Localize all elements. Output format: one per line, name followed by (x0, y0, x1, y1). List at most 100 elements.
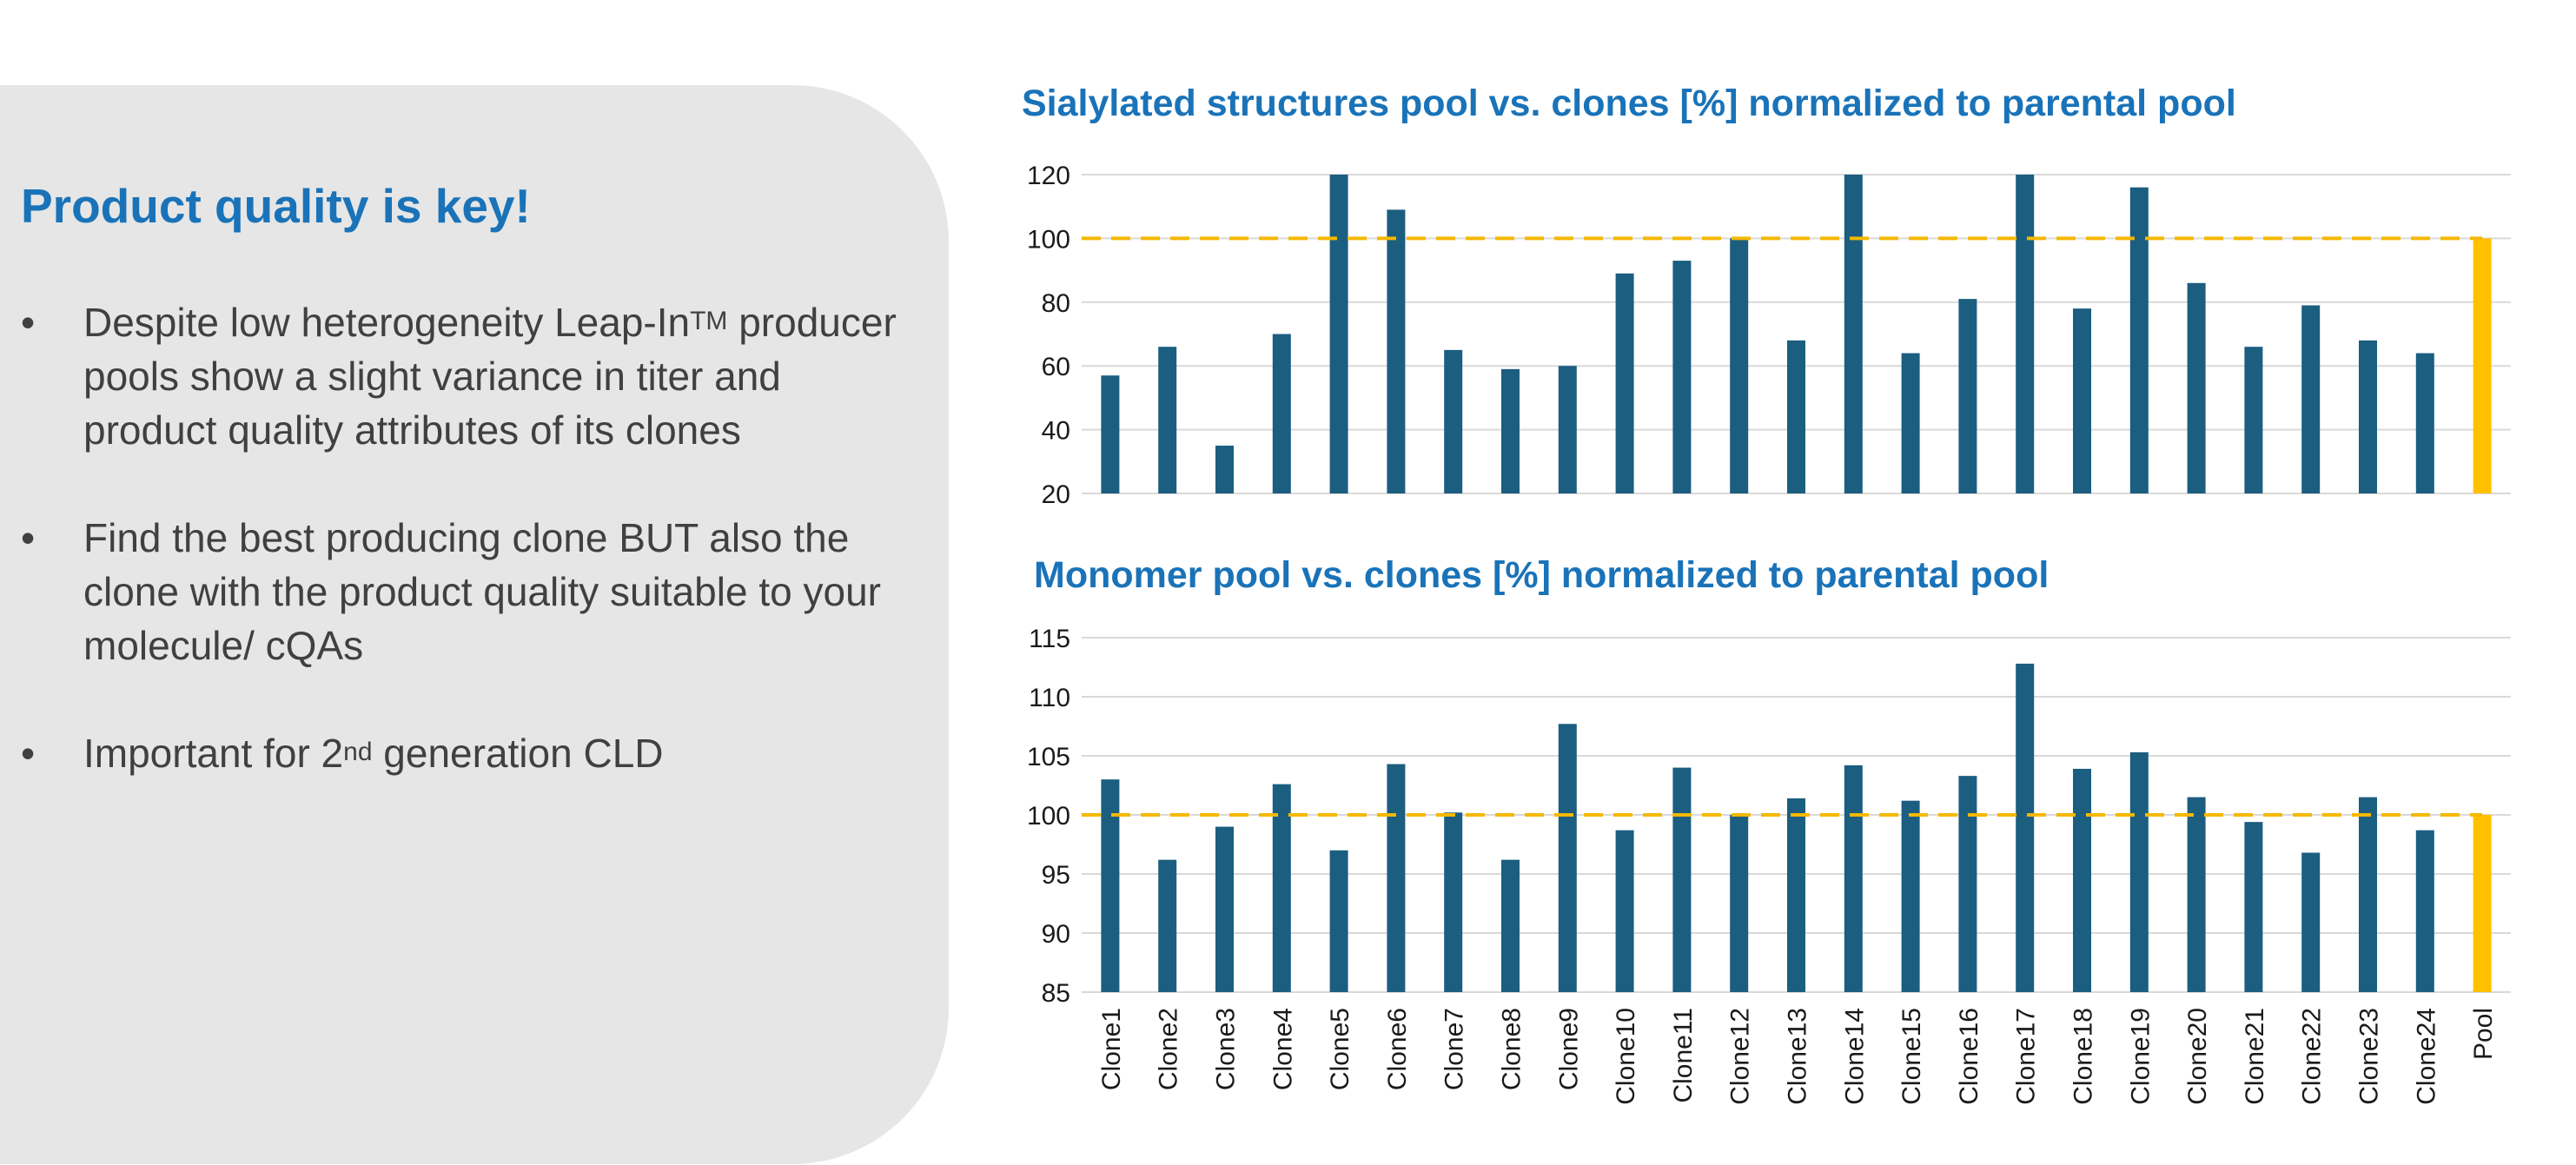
monomer-y-tick-label: 100 (1027, 802, 1070, 831)
x-tick-label-clone8: Clone8 (1498, 1008, 1526, 1090)
monomer-y-tick-label: 115 (1029, 625, 1070, 653)
headline: Product quality is key! (21, 179, 531, 233)
monomer-bar-pool (2473, 815, 2492, 992)
sialylated-bar-clone24 (2415, 353, 2434, 493)
bullet-marker: • (21, 300, 36, 345)
sialylated-bar-clone8 (1501, 368, 1520, 493)
sialylated-bar-clone4 (1272, 334, 1291, 493)
sialylated-bar-clone7 (1444, 349, 1463, 493)
monomer-bar-clone4 (1272, 784, 1291, 992)
monomer-bar-clone2 (1158, 859, 1177, 992)
monomer-bar-clone13 (1787, 798, 1805, 992)
sialylated-bar-clone17 (2016, 175, 2035, 493)
x-tick-label-clone13: Clone13 (1784, 1008, 1812, 1105)
x-tick-label-clone19: Clone19 (2126, 1008, 2155, 1105)
monomer-bar-clone21 (2244, 822, 2263, 992)
sialylated-bar-clone15 (1901, 353, 1920, 493)
sialylated-bar-clone10 (1615, 273, 1634, 493)
sialylated-y-tick-label: 120 (1027, 162, 1070, 190)
x-tick-label-clone11: Clone11 (1669, 1008, 1698, 1103)
x-tick-label-clone12: Clone12 (1726, 1008, 1755, 1105)
bullet-text: Find the best producing clone BUT also t… (83, 515, 881, 668)
x-tick-label-clone20: Clone20 (2183, 1008, 2212, 1105)
bullet-text: Despite low heterogeneity Leap-In (83, 300, 691, 345)
monomer-bar-clone10 (1615, 830, 1634, 992)
monomer-bar-clone8 (1501, 859, 1520, 992)
monomer-bar-clone3 (1215, 826, 1234, 992)
x-tick-label-clone18: Clone18 (2069, 1008, 2098, 1105)
sialylated-bar-pool (2473, 238, 2492, 493)
monomer-bar-clone14 (1844, 765, 1863, 992)
monomer-y-tick-label: 85 (1042, 979, 1070, 1008)
monomer-bar-clone18 (2073, 768, 2091, 992)
monomer-bar-clone19 (2129, 751, 2149, 992)
monomer-bar-clone12 (1730, 815, 1749, 992)
x-tick-label-clone16: Clone16 (1955, 1008, 1983, 1105)
sialylated-bar-clone19 (2129, 187, 2149, 493)
bullet-text: Important for 2 (83, 731, 344, 776)
x-tick-label-clone2: Clone2 (1155, 1008, 1183, 1090)
monomer-bar-clone20 (2187, 797, 2206, 992)
x-tick-label-clone22: Clone22 (2298, 1008, 2327, 1105)
bullet-item: • Important for 2nd generation CLD (21, 726, 907, 780)
sialylated-y-tick-label: 20 (1042, 480, 1070, 509)
bullet-text-after: producer pools show a slight variance in… (83, 300, 897, 453)
monomer-bar-clone17 (2016, 663, 2035, 992)
left-panel (0, 85, 949, 1164)
sialylated-bar-clone18 (2073, 308, 2091, 493)
chart-title-sialylated: Sialylated structures pool vs. clones [%… (1022, 83, 2236, 124)
bullet-marker: • (21, 515, 36, 560)
sialylated-bar-clone2 (1158, 347, 1177, 493)
x-tick-label-clone10: Clone10 (1612, 1008, 1640, 1105)
sialylated-y-tick-label: 80 (1042, 289, 1070, 318)
x-tick-label-clone7: Clone7 (1440, 1008, 1469, 1090)
bullet-list: • Despite low heterogeneity Leap-InTM pro… (21, 295, 907, 834)
sialylated-bar-clone14 (1844, 175, 1863, 493)
x-tick-label-clone9: Clone9 (1554, 1008, 1583, 1090)
bullet-superscript: nd (343, 738, 373, 766)
sialylated-bar-clone3 (1215, 445, 1234, 493)
monomer-bar-clone22 (2301, 852, 2321, 992)
sialylated-bar-clone6 (1387, 209, 1406, 493)
monomer-bar-clone6 (1387, 764, 1406, 992)
bullet-item: • Find the best producing clone BUT also … (21, 511, 907, 672)
x-tick-label-pool: Pool (2469, 1008, 2498, 1060)
sialylated-bar-clone1 (1101, 375, 1120, 493)
sialylated-y-tick-label: 100 (1027, 225, 1070, 254)
sialylated-bar-clone12 (1730, 238, 1749, 493)
bullet-text-after: generation CLD (372, 731, 664, 776)
x-tick-label-clone1: Clone1 (1097, 1008, 1126, 1090)
sialylated-bar-clone5 (1329, 175, 1348, 493)
sialylated-bar-clone13 (1787, 340, 1805, 493)
monomer-bar-clone16 (1958, 776, 1977, 992)
x-tick-label-clone6: Clone6 (1383, 1008, 1412, 1090)
sialylated-bar-clone11 (1672, 261, 1692, 493)
monomer-y-tick-label: 105 (1027, 743, 1070, 771)
bullet-marker: • (21, 731, 36, 776)
x-tick-label-clone24: Clone24 (2412, 1008, 2440, 1105)
monomer-y-tick-label: 95 (1042, 861, 1070, 890)
bullet-item: • Despite low heterogeneity Leap-InTM pro… (21, 295, 907, 457)
monomer-bar-clone9 (1558, 724, 1577, 992)
monomer-bar-clone5 (1329, 850, 1348, 992)
monomer-bar-clone23 (2359, 797, 2377, 992)
sialylated-bar-clone9 (1558, 366, 1577, 493)
monomer-y-tick-label: 110 (1029, 684, 1070, 712)
sialylated-bar-clone21 (2244, 347, 2263, 493)
bullet-superscript: TM (690, 307, 728, 335)
x-tick-label-clone5: Clone5 (1326, 1008, 1354, 1090)
monomer-bar-clone15 (1901, 800, 1920, 992)
sialylated-y-tick-label: 40 (1042, 417, 1070, 446)
x-tick-label-clone14: Clone14 (1840, 1008, 1869, 1105)
sialylated-bar-clone23 (2359, 340, 2377, 493)
monomer-bar-clone24 (2415, 830, 2434, 992)
sialylated-bar-clone22 (2301, 305, 2321, 493)
x-tick-label-clone3: Clone3 (1212, 1008, 1241, 1090)
monomer-bar-clone1 (1101, 779, 1120, 992)
sialylated-bar-clone16 (1958, 299, 1977, 493)
x-tick-label-clone4: Clone4 (1268, 1008, 1297, 1090)
x-tick-label-clone23: Clone23 (2355, 1008, 2384, 1105)
chart-title-monomer: Monomer pool vs. clones [%] normalized t… (1034, 554, 2050, 596)
x-tick-label-clone21: Clone21 (2241, 1008, 2269, 1105)
